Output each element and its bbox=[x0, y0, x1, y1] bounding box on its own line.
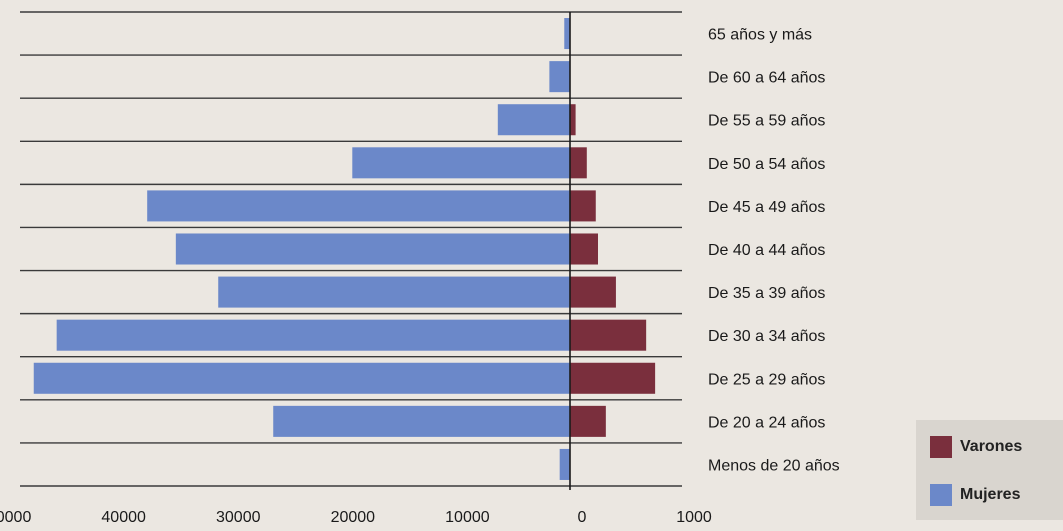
category-label: 65 años y más bbox=[708, 27, 812, 44]
category-label: De 35 a 39 años bbox=[708, 285, 825, 302]
x-tick-label: 30000 bbox=[216, 509, 261, 526]
x-tick-label: 50000 bbox=[0, 509, 31, 526]
x-tick-label: 20000 bbox=[331, 509, 376, 526]
bar-mujeres bbox=[549, 61, 570, 93]
bar-mujeres bbox=[273, 405, 570, 437]
x-tick-label: 1000 bbox=[676, 509, 712, 526]
category-label: De 25 a 29 años bbox=[708, 371, 825, 388]
bar-varones bbox=[570, 276, 616, 308]
bar-mujeres bbox=[564, 18, 570, 50]
category-label: De 20 a 24 años bbox=[708, 414, 825, 431]
category-label: De 50 a 54 años bbox=[708, 156, 825, 173]
bar-varones bbox=[570, 190, 596, 222]
chart-legend: Varones Mujeres bbox=[916, 420, 1063, 520]
legend-swatch-mujeres bbox=[930, 484, 952, 506]
x-tick-label: 40000 bbox=[101, 509, 146, 526]
category-label: De 40 a 44 años bbox=[708, 242, 825, 259]
bar-mujeres bbox=[33, 362, 570, 394]
bar-mujeres bbox=[352, 147, 570, 179]
bar-varones bbox=[570, 147, 587, 179]
bar-mujeres bbox=[559, 448, 570, 480]
bar-mujeres bbox=[218, 276, 570, 308]
legend-item-mujeres: Mujeres bbox=[930, 484, 1020, 506]
bar-varones bbox=[570, 362, 656, 394]
bar-varones bbox=[570, 104, 576, 136]
category-label: De 55 a 59 años bbox=[708, 113, 825, 130]
bar-varones bbox=[570, 319, 647, 351]
category-label: Menos de 20 años bbox=[708, 457, 840, 474]
category-label: De 45 a 49 años bbox=[708, 199, 825, 216]
bar-mujeres bbox=[497, 104, 570, 136]
x-tick-label: 0 bbox=[578, 509, 587, 526]
legend-label-varones: Varones bbox=[960, 438, 1023, 455]
category-label: De 30 a 34 años bbox=[708, 328, 825, 345]
legend-item-varones: Varones bbox=[930, 436, 1022, 458]
x-tick-label: 10000 bbox=[445, 509, 490, 526]
category-label: De 60 a 64 años bbox=[708, 70, 825, 87]
bar-mujeres bbox=[56, 319, 570, 351]
legend-label-mujeres: Mujeres bbox=[960, 486, 1021, 503]
bar-varones bbox=[570, 405, 606, 437]
bar-varones bbox=[570, 233, 598, 265]
legend-swatch-varones bbox=[930, 436, 952, 458]
bar-mujeres bbox=[147, 190, 570, 222]
bar-mujeres bbox=[175, 233, 571, 265]
